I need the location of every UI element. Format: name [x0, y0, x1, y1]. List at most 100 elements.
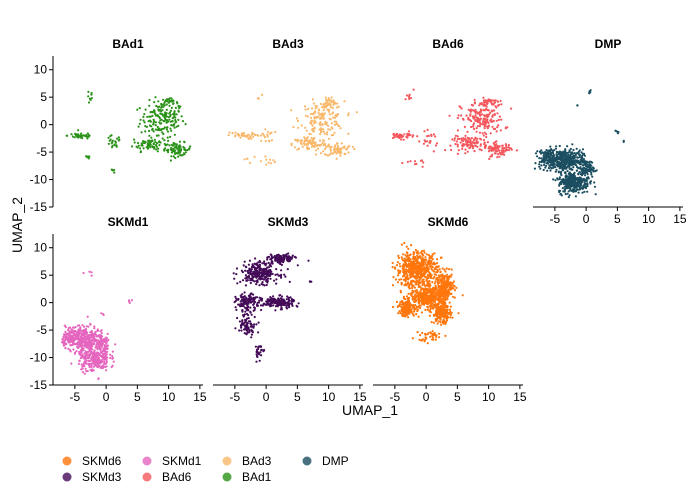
data-point: [328, 113, 331, 116]
data-point: [327, 97, 330, 100]
data-point: [87, 325, 90, 328]
data-point: [288, 306, 291, 309]
data-point: [583, 190, 586, 193]
data-point: [248, 161, 252, 164]
data-point: [265, 163, 268, 166]
data-point: [72, 337, 75, 341]
data-point: [184, 151, 187, 154]
data-point: [252, 309, 255, 312]
data-point: [479, 122, 482, 125]
data-point: [430, 304, 433, 307]
data-point: [303, 140, 306, 143]
data-point: [172, 141, 175, 145]
data-point: [558, 178, 561, 181]
data-point: [253, 315, 256, 319]
data-point: [560, 166, 563, 169]
data-point: [154, 128, 157, 131]
data-point: [139, 151, 142, 154]
data-point: [248, 269, 251, 272]
data-point: [284, 275, 287, 278]
data-point: [155, 145, 158, 148]
data-point: [307, 259, 310, 262]
data-point: [413, 160, 417, 163]
data-point: [329, 117, 332, 121]
data-point: [255, 360, 258, 363]
data-point: [431, 253, 434, 256]
x-tick-label: 0: [263, 390, 270, 404]
data-point: [433, 298, 436, 301]
data-point: [484, 120, 487, 123]
data-point: [285, 253, 288, 256]
data-point: [260, 308, 263, 312]
data-point: [416, 298, 419, 301]
data-point: [434, 263, 437, 266]
data-point: [253, 300, 257, 304]
data-point: [429, 265, 432, 268]
data-point: [345, 148, 348, 151]
panel-bad3: BAd3: [227, 37, 358, 166]
data-point: [275, 259, 279, 262]
data-point: [536, 150, 539, 153]
data-point: [138, 122, 141, 125]
data-point: [490, 99, 494, 102]
data-point: [421, 256, 424, 259]
data-point: [411, 285, 414, 288]
data-point: [263, 260, 266, 263]
data-point: [396, 261, 399, 264]
data-point: [285, 301, 288, 305]
data-point: [109, 353, 112, 356]
data-point: [61, 338, 64, 341]
data-point: [253, 302, 256, 305]
data-point: [318, 144, 322, 147]
data-point: [68, 340, 71, 343]
data-point: [421, 280, 424, 283]
data-point: [415, 291, 418, 294]
data-point: [495, 140, 498, 143]
data-point: [313, 145, 316, 148]
data-point: [102, 313, 105, 316]
data-point: [266, 133, 269, 136]
data-point: [316, 147, 320, 150]
data-point: [242, 134, 245, 137]
data-point: [62, 342, 65, 346]
data-point: [329, 147, 332, 150]
data-point: [184, 123, 187, 126]
data-point: [567, 161, 570, 164]
data-point: [622, 139, 625, 142]
data-point: [426, 284, 429, 287]
data-point: [105, 346, 108, 349]
data-point: [422, 301, 425, 304]
data-point: [91, 348, 94, 351]
data-point: [417, 296, 420, 299]
data-point: [567, 196, 570, 199]
data-point: [585, 165, 588, 168]
data-point: [135, 145, 138, 148]
data-point: [339, 154, 342, 157]
data-point: [456, 152, 459, 155]
data-point: [549, 164, 553, 167]
data-point: [570, 152, 573, 156]
data-point: [547, 150, 551, 153]
data-point: [82, 349, 85, 352]
data-point: [142, 147, 145, 150]
data-point: [271, 298, 274, 301]
data-point: [168, 118, 171, 121]
data-point: [235, 273, 238, 276]
data-point: [273, 297, 276, 300]
data-point: [407, 292, 410, 295]
data-point: [81, 137, 84, 140]
data-point: [442, 322, 445, 325]
data-point: [405, 245, 408, 248]
data-point: [322, 130, 325, 133]
data-point: [152, 121, 155, 124]
data-point: [408, 284, 411, 287]
data-point: [424, 276, 427, 279]
data-point: [591, 175, 594, 178]
data-point: [573, 181, 577, 184]
data-point: [552, 165, 555, 168]
data-point: [85, 354, 89, 357]
data-point: [82, 341, 85, 344]
data-point: [570, 175, 573, 178]
data-point: [467, 138, 470, 141]
panel-title: SKMd1: [108, 215, 149, 229]
